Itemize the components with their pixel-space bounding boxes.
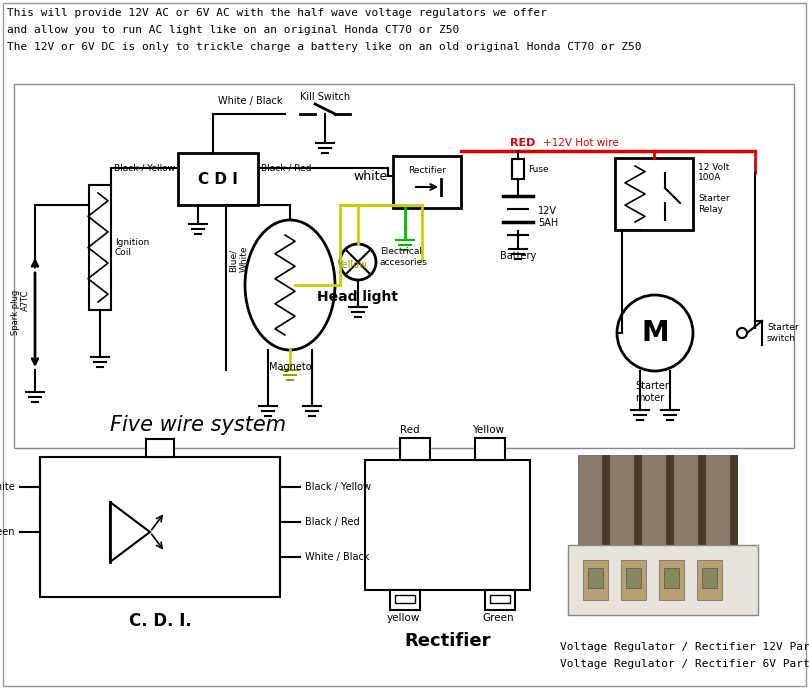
Bar [390, 590, 420, 610]
Bar [178, 153, 258, 205]
Bar [578, 455, 602, 545]
Bar [664, 568, 679, 588]
Text: white: white [354, 169, 388, 183]
Bar [40, 457, 280, 597]
Text: Spark plug
A7TC: Spark plug A7TC [11, 290, 30, 335]
Text: 12 Volt
100A

Starter
Relay: 12 Volt 100A Starter Relay [698, 163, 730, 214]
Ellipse shape [245, 220, 335, 350]
Bar [89, 185, 111, 310]
Text: Black / Yellow: Black / Yellow [114, 163, 175, 172]
Text: Green: Green [0, 527, 15, 537]
Text: Ignition
Coil: Ignition Coil [115, 238, 149, 257]
Text: Black / Red: Black / Red [305, 517, 360, 527]
Text: Yellow: Yellow [472, 425, 504, 435]
Bar [730, 455, 738, 545]
Text: The 12V or 6V DC is only to trickle charge a battery like on an old original Hon: The 12V or 6V DC is only to trickle char… [7, 42, 642, 52]
Text: Battery: Battery [500, 251, 536, 261]
Text: C. D. I.: C. D. I. [129, 612, 192, 630]
Text: C D I: C D I [198, 172, 238, 187]
Text: Fuse: Fuse [528, 165, 549, 174]
Text: and allow you to run AC light like on an original Honda CT70 or Z50: and allow you to run AC light like on an… [7, 25, 460, 35]
Bar [615, 158, 693, 230]
Bar [697, 560, 722, 600]
Bar [146, 439, 174, 457]
Bar [698, 455, 706, 545]
Text: Rectifier: Rectifier [404, 632, 491, 650]
Bar [14, 84, 794, 448]
Text: Black / Yellow: Black / Yellow [305, 482, 371, 492]
Text: This will provide 12V AC or 6V AC with the half wave voltage regulators we offer: This will provide 12V AC or 6V AC with t… [7, 8, 547, 18]
Text: Electrical
accesories: Electrical accesories [380, 247, 428, 267]
Bar [659, 560, 684, 600]
Text: Yellow: Yellow [337, 260, 367, 270]
Bar [588, 568, 603, 588]
Bar [674, 455, 698, 545]
Circle shape [340, 244, 376, 280]
Circle shape [737, 328, 747, 338]
Bar [365, 460, 530, 590]
Text: Blue / White: Blue / White [0, 482, 15, 492]
Text: Voltage Regulator / Rectifier 12V Part number TRC-0127-0: Voltage Regulator / Rectifier 12V Part n… [560, 642, 809, 652]
Bar [706, 455, 730, 545]
Bar [490, 595, 510, 603]
Bar [395, 595, 415, 603]
Text: Black / Red: Black / Red [261, 163, 311, 172]
Text: RED: RED [510, 138, 536, 148]
Text: Magneto: Magneto [269, 362, 311, 372]
Bar [621, 560, 646, 600]
Text: Blue/
White: Blue/ White [229, 245, 248, 271]
Text: Starter
switch: Starter switch [767, 323, 798, 342]
Text: White / Black: White / Black [218, 96, 282, 106]
Bar [568, 545, 758, 615]
Text: Green: Green [482, 613, 514, 623]
Bar [634, 455, 642, 545]
Text: Five wire system: Five wire system [110, 415, 286, 435]
Bar [583, 560, 608, 600]
Bar [610, 455, 634, 545]
Text: Kill Switch: Kill Switch [300, 92, 350, 102]
Bar [702, 568, 717, 588]
Text: White / Black: White / Black [305, 552, 370, 562]
Text: Red: Red [400, 425, 420, 435]
Bar [602, 455, 610, 545]
Text: Rectifier: Rectifier [408, 166, 446, 175]
Bar [626, 568, 641, 588]
Bar [666, 455, 674, 545]
Text: Head light: Head light [317, 290, 399, 304]
Bar [393, 156, 461, 208]
Bar [485, 590, 515, 610]
Bar [512, 159, 524, 179]
Text: M: M [642, 319, 669, 347]
Bar [400, 438, 430, 460]
Text: yellow: yellow [387, 613, 420, 623]
Text: 12V
5AH: 12V 5AH [538, 206, 558, 227]
Polygon shape [110, 502, 150, 562]
Bar [642, 455, 666, 545]
Text: +12V Hot wire: +12V Hot wire [543, 138, 619, 148]
Text: Starter
moter: Starter moter [635, 381, 669, 402]
Circle shape [617, 295, 693, 371]
Bar [475, 438, 505, 460]
Text: Voltage Regulator / Rectifier 6V Part number TRC-0503: Voltage Regulator / Rectifier 6V Part nu… [560, 659, 809, 669]
